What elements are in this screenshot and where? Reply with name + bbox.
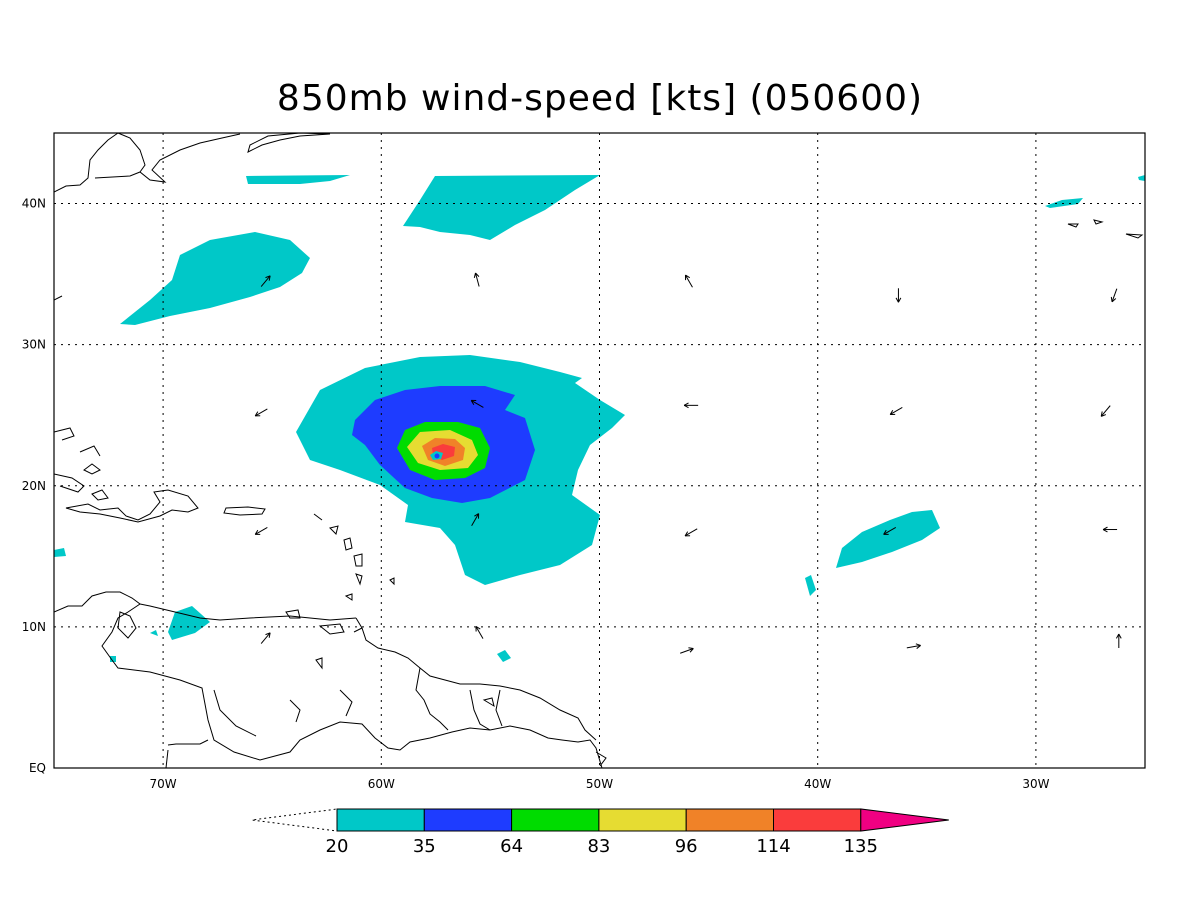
colorbar-swatch: [336, 808, 425, 832]
wind-vector-arrow: [680, 647, 694, 654]
wind-vector-arrow: [260, 275, 271, 287]
map-title: 850mb wind-speed [kts] (050600): [276, 78, 924, 119]
wind-vector-arrow: [470, 399, 484, 408]
lat-tick-label: 10N: [22, 620, 46, 634]
wind-vector-arrow: [895, 288, 902, 303]
lon-tick-label: 30W: [1022, 777, 1049, 791]
wind-area-20kt: [150, 630, 158, 636]
colorbar-level-label: 20: [326, 836, 349, 857]
wind-vector-arrow: [684, 528, 698, 537]
colorbar-level-label: 83: [587, 836, 610, 857]
lat-lon-grid: [54, 133, 1145, 768]
storm-eye-marker: [434, 453, 440, 459]
wind-vector-arrow: [906, 643, 921, 649]
wind-vector-arrow: [1115, 633, 1122, 648]
lat-tick-label: 30N: [22, 338, 46, 352]
wind-vector-arrow: [1100, 405, 1111, 417]
colorbar-overflow-triangle: [860, 808, 949, 832]
colorbar-level-label: 135: [844, 836, 878, 857]
wind-area-20kt: [246, 175, 350, 184]
wind-area-20kt: [805, 575, 816, 596]
wind-area-20kt: [54, 548, 66, 557]
wind-vector-arrow: [889, 407, 903, 415]
lon-tick-label: 70W: [150, 777, 177, 791]
wind-vectors: [254, 272, 1122, 654]
lat-tick-label: 40N: [22, 197, 46, 211]
wind-area-20kt: [403, 175, 600, 240]
colorbar-level-label: 64: [500, 836, 523, 857]
colorbar: 20 35 64 83 96 114 135: [251, 808, 949, 857]
wind-vector-arrow: [1110, 288, 1118, 303]
colorbar-swatch: [598, 808, 687, 832]
wind-area-20kt: [1045, 198, 1083, 208]
colorbar-swatch: [511, 808, 600, 832]
wind-speed-shading: [54, 175, 1145, 662]
wind-area-20kt: [120, 232, 310, 325]
axis-labels: 70W 60W 50W 40W 30W EQ 10N 20N 30N 40N: [22, 197, 1050, 791]
lon-tick-label: 50W: [586, 777, 613, 791]
wind-vector-arrow: [473, 272, 480, 287]
wind-area-20kt: [497, 650, 511, 662]
wind-vector-arrow: [684, 274, 693, 288]
wind-vector-arrow: [475, 626, 484, 639]
colorbar-level-label: 114: [756, 836, 790, 857]
colorbar-swatch: [423, 808, 513, 832]
coastlines: [54, 133, 1144, 768]
lon-tick-label: 40W: [804, 777, 831, 791]
colorbar-swatch: [685, 808, 775, 832]
lon-tick-label: 60W: [368, 777, 395, 791]
wind-area-20kt: [110, 656, 116, 662]
wind-vector-arrow: [883, 527, 897, 535]
map-frame: [53, 132, 1146, 769]
wind-vector-arrow: [260, 632, 271, 644]
colorbar-underflow-triangle: [251, 808, 338, 832]
wind-area-20kt: [1138, 175, 1145, 181]
lat-tick-label: 20N: [22, 479, 46, 493]
wind-vector-arrow: [254, 408, 268, 417]
colorbar-level-label: 96: [675, 836, 698, 857]
colorbar-level-label: 35: [413, 836, 436, 857]
wind-area-20kt: [168, 606, 210, 640]
wind-vector-arrow: [1102, 526, 1118, 533]
wind-vector-arrow: [683, 402, 699, 409]
wind-vector-arrow: [471, 513, 480, 526]
lat-tick-label: EQ: [29, 761, 46, 775]
colorbar-swatch: [773, 808, 862, 832]
wind-vector-arrow: [254, 527, 268, 535]
wind-area-20kt: [836, 510, 940, 568]
